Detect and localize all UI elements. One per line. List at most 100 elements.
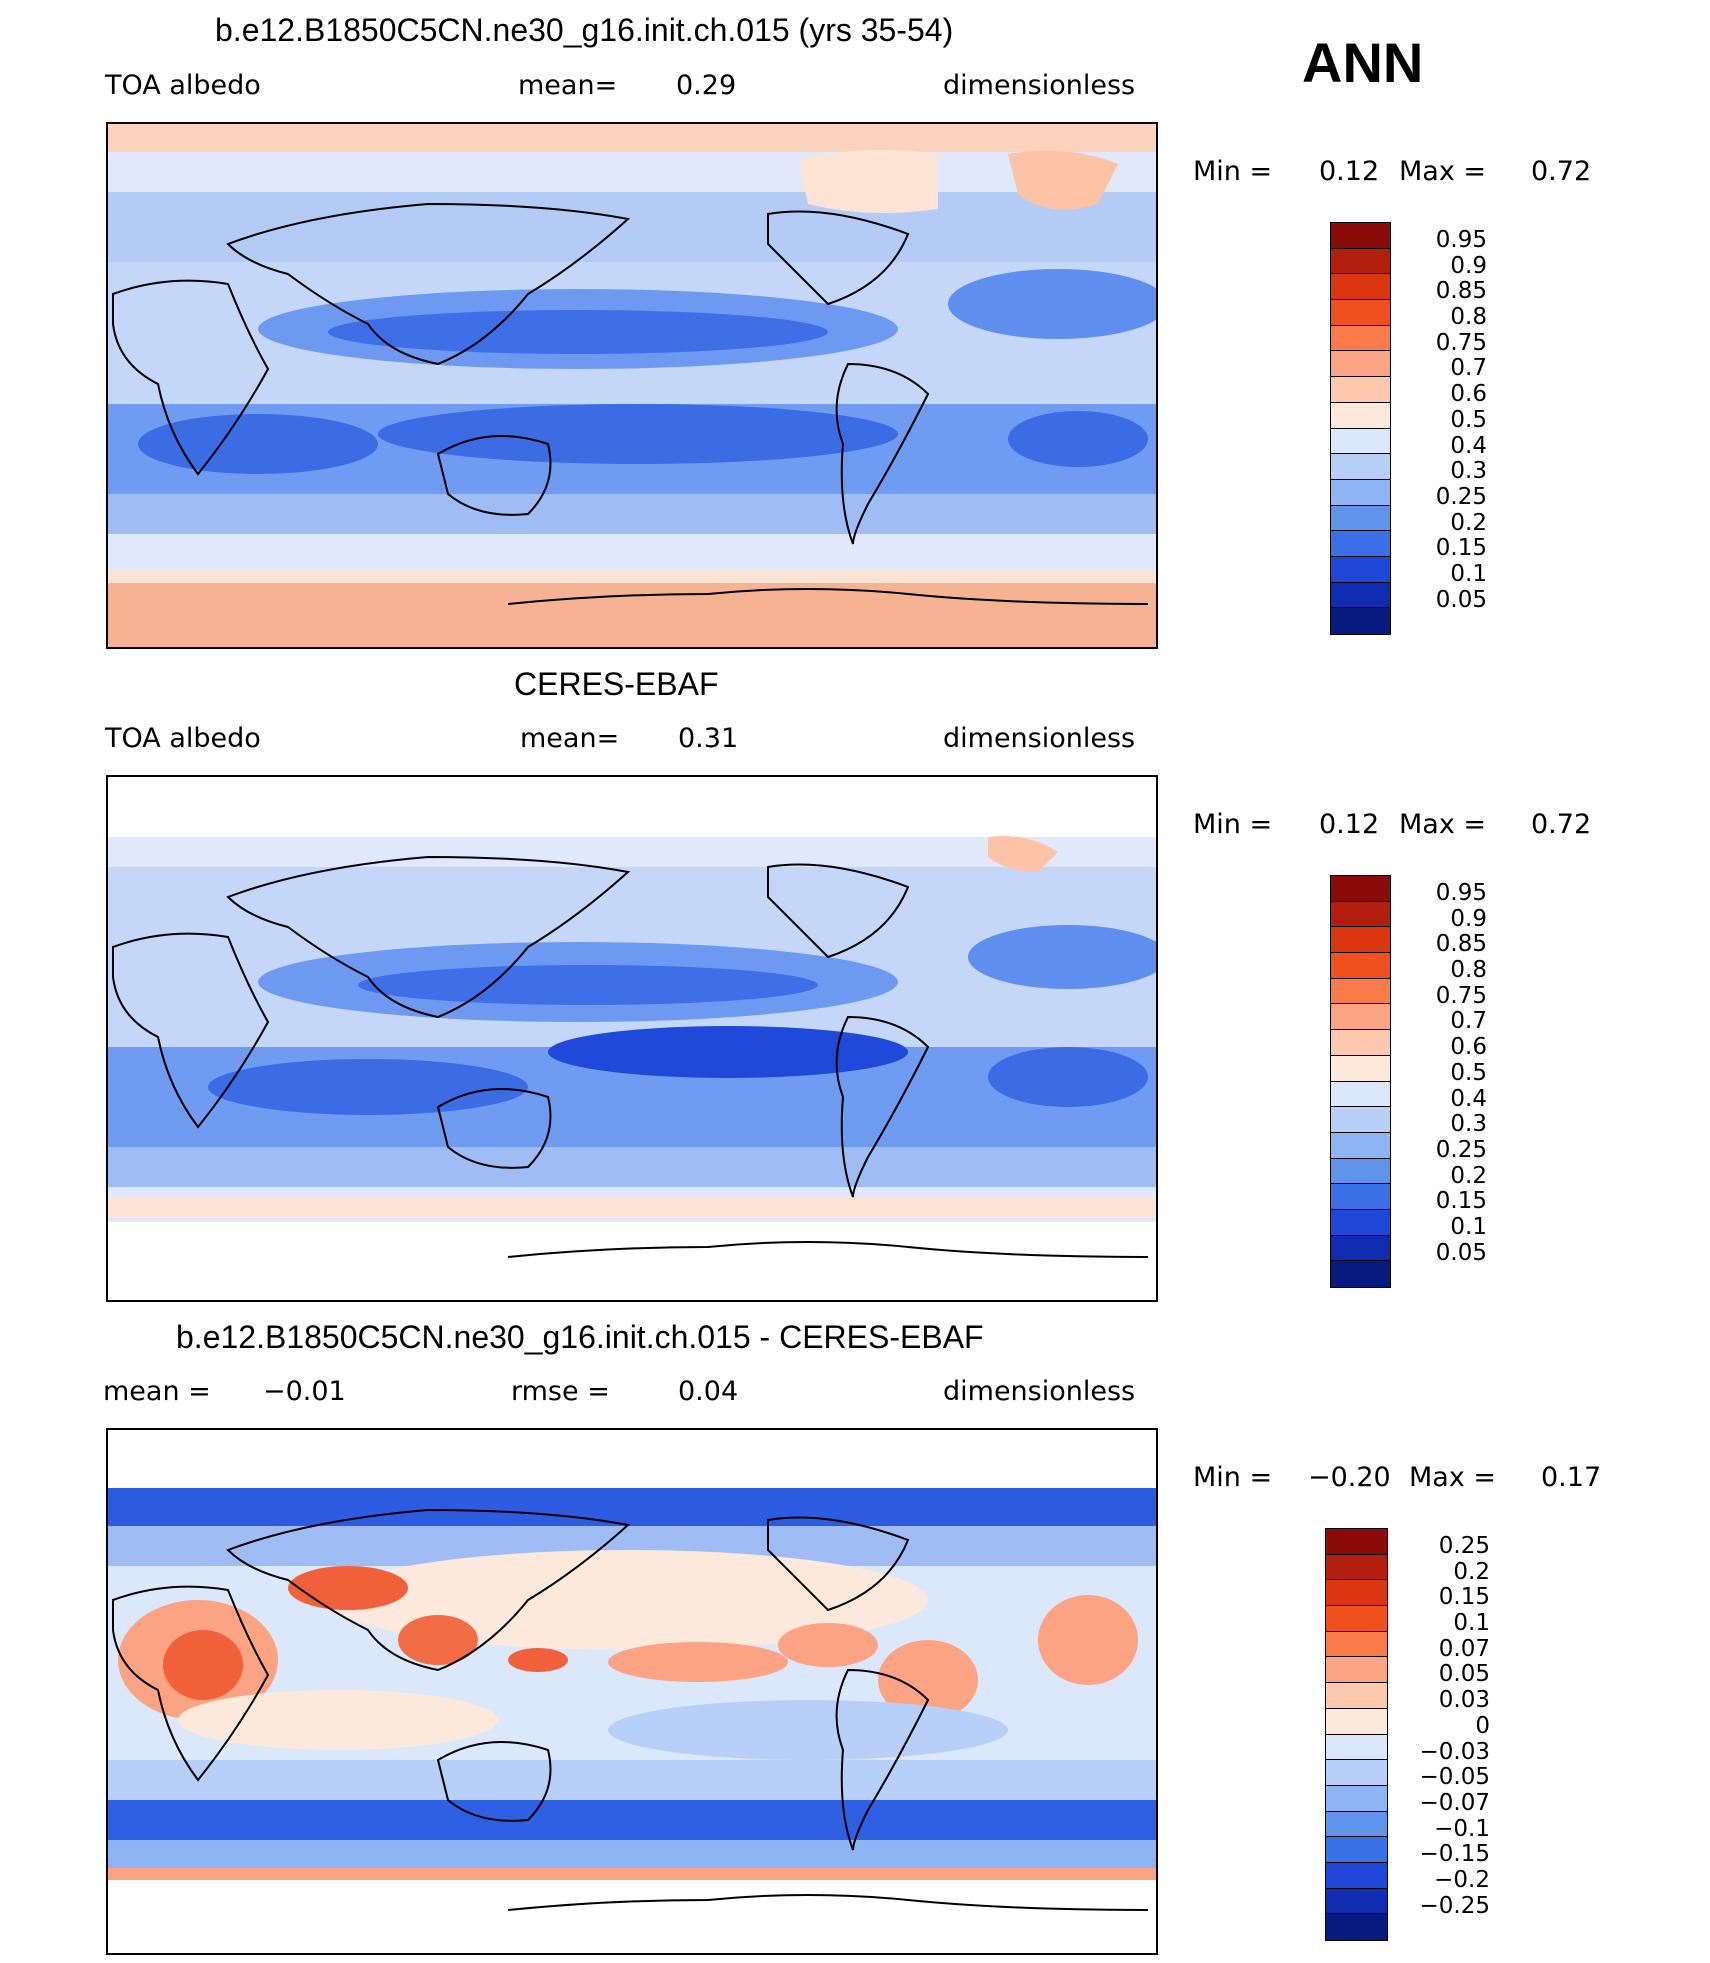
colorbar-tick-label: 0.95 [1435, 227, 1487, 253]
panel-1-units-label: dimensionless [943, 70, 1136, 101]
colorbar-tick-label: 0.15 [1435, 535, 1487, 562]
colorbar-tick-label: 0.05 [1438, 1661, 1490, 1688]
colorbar-tick-label: 0.25 [1435, 483, 1487, 510]
colorbar-swatch [1331, 1107, 1390, 1133]
panel-3-mean-value: −0.01 [263, 1376, 346, 1407]
colorbar-tick-label: 0.6 [1450, 381, 1487, 408]
colorbar-tick-label: 0.5 [1450, 406, 1487, 433]
colorbar-tick-label: 0.1 [1450, 560, 1487, 587]
colorbar-swatch [1331, 978, 1390, 1005]
panel-2-map [106, 775, 1158, 1302]
colorbar-swatch [1331, 428, 1390, 455]
panel-3-rmse-value: 0.04 [678, 1376, 739, 1407]
colorbar-tick-label: 0.95 [1435, 880, 1487, 906]
panel-1-map [106, 122, 1158, 649]
colorbar-swatch [1326, 1657, 1387, 1684]
colorbar-swatch [1331, 531, 1390, 557]
panel-2-title: CERES-EBAF [514, 666, 719, 702]
colorbar-swatch [1331, 1158, 1390, 1185]
panel-3-units-label: dimensionless [943, 1376, 1136, 1407]
panel-3-max-value: 0.17 [1541, 1462, 1602, 1493]
colorbar-tick-label: 0.9 [1450, 252, 1487, 279]
panel-2-min-value: 0.12 [1319, 809, 1380, 840]
panel-3-title: b.e12.B1850C5CN.ne30_g16.init.ch.015 - C… [176, 1319, 984, 1355]
colorbar-swatch [1331, 454, 1390, 480]
colorbar-tick-label: 0.8 [1450, 304, 1487, 331]
colorbar-swatch [1331, 223, 1390, 249]
colorbar-tick-label: 0.2 [1450, 1162, 1487, 1189]
colorbar-swatch [1331, 1004, 1390, 1031]
colorbar-tick-label: 0.05 [1435, 586, 1487, 613]
colorbar-swatch [1331, 1209, 1390, 1236]
colorbar-tick-label: −0.2 [1434, 1866, 1490, 1893]
colorbar-tick-label: 0.75 [1435, 329, 1487, 356]
colorbar-swatch [1331, 274, 1390, 301]
panel-2-units-label: dimensionless [943, 723, 1136, 754]
panel-1-max-value: 0.72 [1531, 156, 1592, 187]
panel-3-mean-label: mean = [103, 1376, 211, 1407]
colorbar-swatch [1331, 1030, 1390, 1056]
colorbar-swatch [1326, 1683, 1387, 1709]
colorbar-tick-label: 0.85 [1435, 278, 1487, 305]
colorbar-swatch [1331, 608, 1390, 634]
panel-3-map [106, 1428, 1158, 1955]
colorbar-tick-label: 0.3 [1450, 458, 1487, 485]
colorbar-tick-label: −0.25 [1419, 1892, 1490, 1919]
colorbar-swatch [1326, 1785, 1387, 1812]
colorbar-swatch [1331, 582, 1390, 609]
colorbar-swatch [1331, 351, 1390, 378]
colorbar-tick-label: −0.1 [1434, 1815, 1490, 1842]
colorbar-swatch [1326, 1606, 1387, 1632]
colorbar-swatch [1326, 1862, 1387, 1889]
panel-1-max-label: Max = [1399, 156, 1487, 187]
colorbar-swatch [1326, 1837, 1387, 1863]
colorbar-swatch [1331, 505, 1390, 532]
panel-2-colorbar [1330, 875, 1391, 1288]
colorbar-swatch [1331, 325, 1390, 352]
colorbar-swatch [1326, 1888, 1387, 1915]
colorbar-swatch [1331, 479, 1390, 506]
colorbar-swatch [1331, 876, 1390, 902]
panel-1-title: b.e12.B1850C5CN.ne30_g16.init.ch.015 (yr… [215, 12, 954, 48]
colorbar-swatch [1331, 1081, 1390, 1108]
colorbar-swatch [1331, 1235, 1390, 1262]
panel-1-variable-label: TOA albedo [105, 70, 261, 101]
colorbar-swatch [1326, 1734, 1387, 1761]
colorbar-swatch [1331, 1261, 1390, 1287]
colorbar-tick-label: 0.8 [1450, 957, 1487, 984]
panel-3-max-label: Max = [1409, 1462, 1497, 1493]
colorbar-tick-label: 0.3 [1450, 1111, 1487, 1138]
colorbar-swatch [1331, 377, 1390, 403]
colorbar-swatch [1326, 1580, 1387, 1607]
colorbar-swatch [1331, 901, 1390, 928]
colorbar-tick-label: 0.7 [1450, 355, 1487, 382]
colorbar-tick-label: 0.4 [1450, 1085, 1487, 1112]
panel-3-colorbar [1325, 1528, 1388, 1941]
colorbar-tick-label: 0.03 [1438, 1687, 1490, 1714]
colorbar-tick-label: 0.7 [1450, 1008, 1487, 1035]
colorbar-tick-label: 0.25 [1438, 1533, 1490, 1559]
panel-2-min-label: Min = [1193, 809, 1273, 840]
colorbar-tick-label: 0.9 [1450, 905, 1487, 932]
colorbar-tick-label: 0.15 [1435, 1188, 1487, 1215]
colorbar-swatch [1331, 1132, 1390, 1159]
colorbar-swatch [1331, 402, 1390, 429]
colorbar-tick-label: −0.05 [1419, 1764, 1490, 1791]
colorbar-tick-label: −0.15 [1419, 1841, 1490, 1868]
colorbar-swatch [1326, 1554, 1387, 1581]
panel-3-min-value: −0.20 [1308, 1462, 1391, 1493]
colorbar-tick-label: 0.5 [1450, 1059, 1487, 1086]
colorbar-tick-label: 0.25 [1435, 1136, 1487, 1163]
panel-3-min-label: Min = [1193, 1462, 1273, 1493]
panel-2-mean-label: mean= [520, 723, 620, 754]
colorbar-swatch [1326, 1914, 1387, 1940]
colorbar-swatch [1326, 1529, 1387, 1555]
colorbar-swatch [1326, 1760, 1387, 1786]
colorbar-swatch [1331, 300, 1390, 326]
panel-2-mean-value: 0.31 [678, 723, 739, 754]
panel-2-variable-label: TOA albedo [105, 723, 261, 754]
colorbar-tick-label: 0.4 [1450, 432, 1487, 459]
colorbar-swatch [1326, 1811, 1387, 1838]
colorbar-swatch [1331, 1184, 1390, 1210]
colorbar-swatch [1331, 927, 1390, 954]
